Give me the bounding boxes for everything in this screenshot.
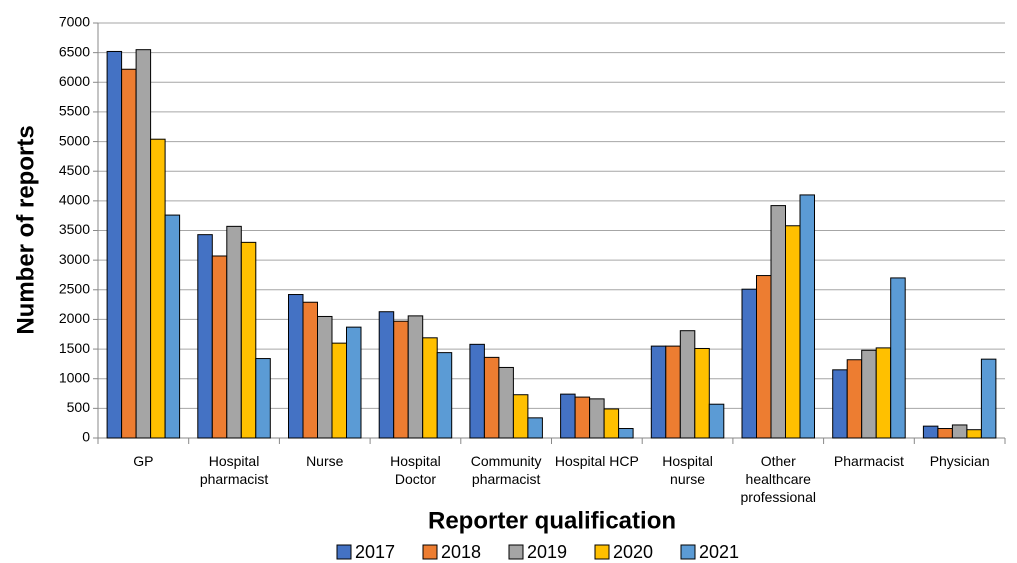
bar [436, 352, 453, 439]
bar [937, 428, 953, 439]
bar [741, 288, 757, 439]
bar [861, 349, 877, 439]
bar [407, 315, 424, 439]
bar [603, 408, 620, 439]
y-tick-label: 7000 [59, 14, 90, 30]
bar [378, 311, 395, 439]
bar [785, 225, 801, 439]
bar [846, 359, 863, 439]
y-tick-label: 0 [82, 429, 90, 445]
bar [422, 337, 438, 439]
bar [121, 68, 137, 439]
y-tick-label: 6500 [59, 43, 90, 59]
bar [832, 369, 848, 439]
bar [135, 49, 152, 439]
bar [951, 424, 968, 439]
bar [197, 234, 213, 439]
y-tick-label: 1500 [59, 340, 90, 356]
bar [498, 366, 514, 439]
x-tick-label: Hospital nurse [662, 453, 713, 487]
legend-text: 2020 [613, 542, 653, 562]
y-tick-label: 4000 [59, 192, 90, 208]
bar [770, 205, 786, 439]
bar [560, 393, 576, 439]
y-tick-label: 6000 [59, 73, 90, 89]
legend-swatch [336, 544, 352, 560]
y-tick-label: 1000 [59, 369, 90, 385]
x-tick-label: Nurse [306, 453, 344, 469]
bar [708, 403, 725, 439]
legend-text: 2018 [441, 542, 481, 562]
y-tick-label: 5500 [59, 103, 90, 119]
bar [226, 225, 242, 439]
bar [164, 214, 181, 439]
bar [694, 347, 710, 439]
y-tick-label: 500 [67, 399, 91, 415]
x-tick-label: GP [133, 453, 153, 469]
bar [512, 394, 529, 439]
x-axis-title: Reporter qualification [428, 507, 676, 534]
bar [922, 425, 939, 439]
y-axis-title: Number of reports [12, 125, 39, 334]
bar [650, 345, 667, 439]
legend-text: 2017 [355, 542, 395, 562]
bar [288, 294, 304, 439]
x-tick-label: Other healthcare professional [741, 453, 817, 505]
bar [211, 255, 228, 439]
bar [574, 396, 591, 439]
bar [799, 194, 815, 439]
bar [875, 347, 892, 439]
y-tick-label: 3000 [59, 251, 90, 267]
bar [980, 358, 997, 439]
legend-text: 2019 [527, 542, 567, 562]
bar [890, 277, 906, 439]
legend-swatch [594, 544, 610, 560]
bar [255, 358, 271, 439]
bar [302, 301, 318, 439]
y-tick-label: 2500 [59, 280, 90, 296]
bar [665, 345, 681, 439]
y-tick-label: 5000 [59, 132, 90, 148]
x-tick-label: Community pharmacist [471, 453, 542, 487]
bar [618, 428, 634, 439]
bar [393, 320, 409, 439]
bar [346, 326, 362, 439]
bar [483, 356, 500, 439]
x-tick-label: Hospital HCP [555, 453, 639, 469]
legend-swatch [680, 544, 696, 560]
bar [331, 342, 347, 439]
x-tick-label: Hospital pharmacist [200, 453, 269, 487]
legend-swatch [508, 544, 524, 560]
bar [317, 315, 333, 439]
bar [589, 398, 605, 439]
bar [966, 429, 982, 439]
bar [106, 50, 123, 439]
bar [756, 275, 772, 439]
x-tick-label: Physician [930, 453, 990, 469]
legend-swatch [422, 544, 438, 560]
y-tick-label: 4500 [59, 162, 90, 178]
x-tick-label: Pharmacist [834, 453, 904, 469]
legend-text: 2021 [699, 542, 739, 562]
bar [150, 138, 166, 439]
y-tick-label: 2000 [59, 310, 90, 326]
bar [240, 241, 257, 439]
bar [679, 330, 696, 439]
bar [469, 343, 485, 439]
bar [527, 417, 543, 439]
x-tick-label: Hospital Doctor [390, 453, 441, 487]
y-tick-label: 3500 [59, 221, 90, 237]
